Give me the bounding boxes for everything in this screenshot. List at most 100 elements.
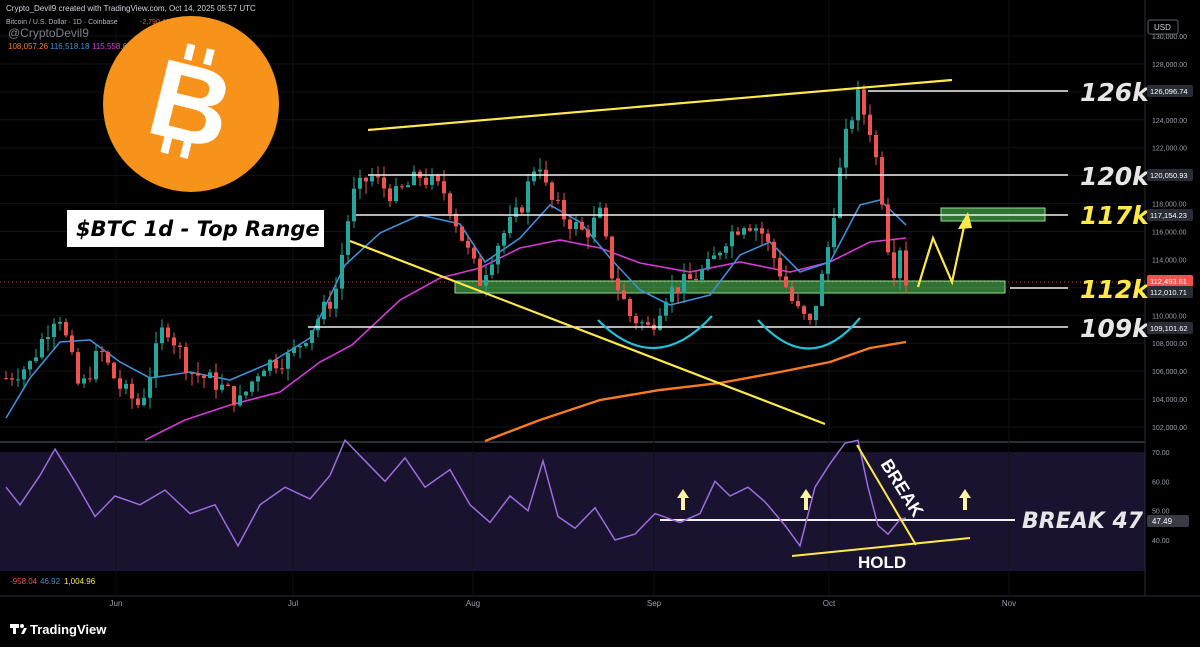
candle-body (892, 252, 896, 279)
candle-body (214, 372, 218, 390)
rsi-hold-trendline[interactable] (791, 537, 971, 557)
candle-body (520, 207, 524, 213)
candle-body (700, 269, 704, 280)
rsi-line (5, 438, 907, 548)
candle-body (22, 369, 26, 380)
candle-body (772, 241, 776, 259)
candle-body (310, 330, 314, 343)
candle-body (664, 301, 668, 316)
price-tick-label: 102,000.00 (1152, 425, 1187, 432)
price-tag-label: 112,010.71 (1150, 288, 1187, 297)
descending-trendline[interactable] (349, 239, 826, 426)
candle-body (514, 207, 518, 217)
candle-body (160, 327, 164, 344)
candle-body (316, 319, 320, 331)
candle-body (856, 89, 860, 121)
candle-body (106, 352, 110, 363)
candle-body (484, 275, 488, 286)
currency-chip[interactable] (1147, 19, 1179, 35)
candle-body (364, 177, 368, 182)
candle-body (748, 228, 752, 231)
rsi-break-label: BREAK 47 (1022, 509, 1144, 534)
candle-body (130, 383, 134, 399)
candle-body (592, 217, 596, 238)
candle-body (778, 258, 782, 277)
candle-body (370, 176, 374, 182)
candle-body (4, 378, 8, 380)
price-tag-bg (1147, 275, 1193, 287)
price-tick-label: 118,000.00 (1152, 202, 1187, 209)
ma-value-3: 115,558.67 (92, 42, 132, 51)
candle-body (58, 321, 62, 324)
candle-body (70, 335, 74, 353)
title-box-text: $BTC 1d - Top Range (76, 217, 320, 241)
candle-body (640, 322, 644, 324)
candle-body (112, 362, 116, 379)
candle-body (124, 383, 128, 389)
price-tag-label: 109,101.62 (1150, 324, 1188, 333)
rsi-break-trendline[interactable] (856, 444, 917, 546)
up-arrow-shaft (804, 497, 808, 510)
support-zone-112k[interactable] (454, 280, 1006, 294)
candle-body (784, 276, 788, 288)
candle-body (550, 182, 554, 200)
candle-body (250, 381, 254, 392)
candle-body (622, 290, 626, 300)
rsi-tick-label: 50.00 (1152, 509, 1170, 516)
candle-body (736, 231, 740, 235)
candle-body (448, 193, 452, 214)
price-tick-label: 116,000.00 (1152, 230, 1187, 237)
candle-body (832, 217, 836, 248)
up-arrow-shaft (681, 497, 685, 510)
candle-body (586, 229, 590, 238)
rsi-tick-label: 40.00 (1152, 538, 1170, 545)
up-arrow-icon (677, 489, 689, 498)
candle-body (88, 378, 92, 380)
candle-body (226, 384, 230, 387)
candle-body (196, 373, 200, 376)
candle-body (400, 186, 404, 188)
candle-body (382, 177, 386, 189)
candle-body (184, 346, 188, 373)
candle-body (190, 372, 194, 374)
level-labels: 126k 120k 117k 112k 109k (1080, 78, 1150, 343)
ma-value-2: 116,518.18 (50, 42, 90, 51)
time-tick-label: Jun (110, 599, 123, 608)
price-tick-label: 122,000.00 (1152, 146, 1187, 153)
rsi-current-tag-bg (1147, 515, 1189, 527)
upper-trendline[interactable] (367, 78, 953, 132)
candle-body (166, 327, 170, 338)
candle-body (496, 245, 500, 265)
candle-body (508, 216, 512, 234)
candle-body (352, 188, 356, 222)
candle-body (790, 287, 794, 302)
candle-body (100, 351, 104, 353)
candle-body (244, 391, 248, 396)
candle-body (154, 343, 158, 378)
candle-body (478, 258, 482, 286)
created-by-text: Crypto_Devil9 created with TradingView.c… (6, 4, 256, 13)
candle-body (94, 351, 98, 380)
candle-body (730, 231, 734, 247)
rsi-band (0, 452, 1145, 571)
candle-body (670, 287, 674, 302)
candle-body (718, 252, 722, 256)
time-tick-label: Nov (1002, 599, 1016, 608)
time-tick-label: Jul (288, 599, 298, 608)
candle-body (304, 342, 308, 346)
candle-body (256, 376, 260, 382)
candle-body (556, 199, 560, 201)
level-label: 117k (1080, 201, 1150, 230)
price-tag-bg (1147, 322, 1193, 334)
candle-body (838, 167, 842, 218)
bitcoin-logo: B (103, 16, 279, 192)
candle-body (292, 347, 296, 354)
double-bottom-arc-1 (597, 315, 713, 350)
candle-body (562, 199, 566, 220)
up-arrow-icon (959, 489, 971, 498)
candle-body (760, 228, 764, 234)
price-tag-bg (1147, 209, 1193, 221)
candle-body (502, 233, 506, 246)
double-bottom-arc-2 (757, 317, 861, 350)
